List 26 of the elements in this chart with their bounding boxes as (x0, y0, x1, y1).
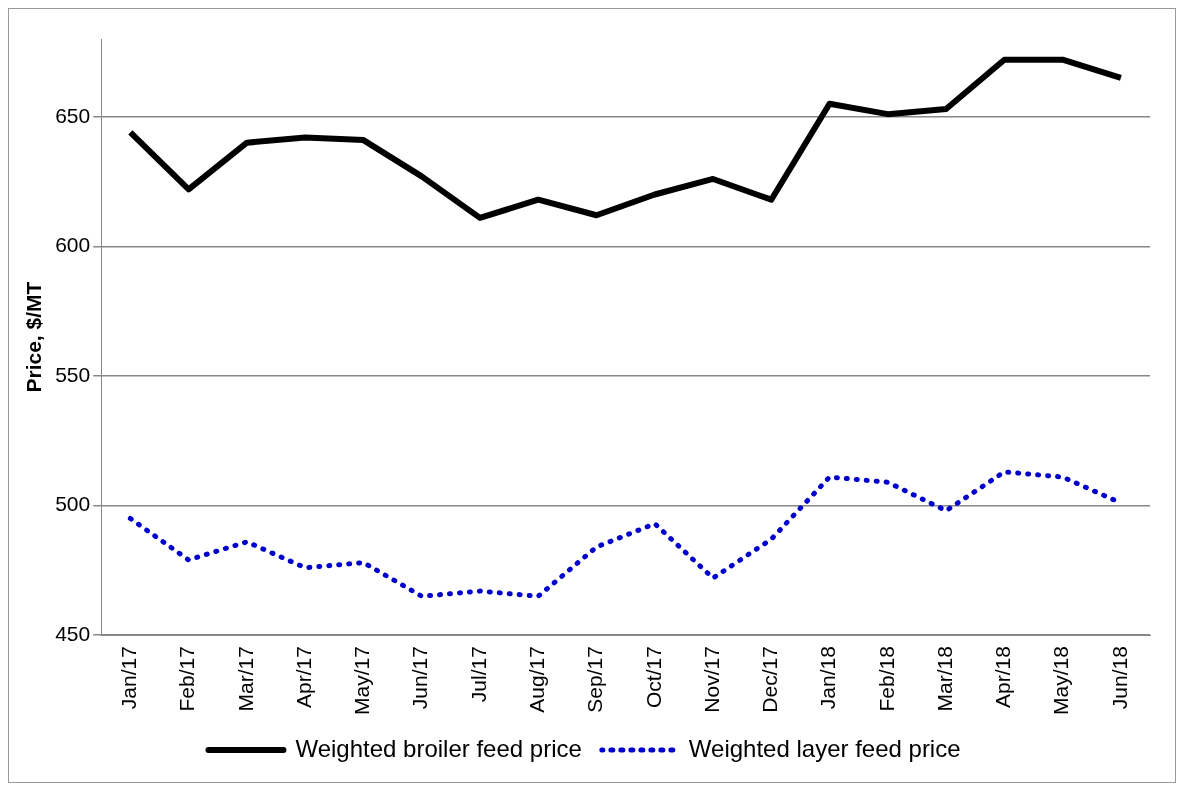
legend-label: Weighted layer feed price (688, 734, 961, 762)
y-tick-label: 550 (55, 362, 91, 386)
y-tick-label: 650 (55, 103, 91, 127)
x-tick-label: Dec/17 (758, 646, 782, 713)
x-tick-label: Nov/17 (699, 646, 723, 713)
x-tick-label: Jun/18 (1107, 646, 1131, 710)
x-tick-label: Jan/18 (816, 646, 840, 710)
x-tick-label: Mar/17 (233, 646, 257, 712)
x-tick-label: Feb/17 (175, 646, 199, 712)
x-tick-label: Jan/17 (117, 646, 141, 710)
x-tick-label: Sep/17 (583, 646, 607, 713)
legend-label: Weighted broiler feed price (295, 734, 582, 762)
y-tick-label: 600 (55, 233, 91, 257)
y-tick-label: 450 (55, 621, 91, 645)
y-tick-label: 500 (55, 492, 91, 516)
x-tick-label: Jul/17 (466, 646, 490, 703)
x-tick-label: Oct/17 (641, 646, 665, 709)
x-tick-label: Aug/17 (525, 646, 549, 713)
x-tick-label: Apr/18 (991, 646, 1015, 709)
y-axis-title: Price, $/MT (22, 281, 46, 393)
x-tick-label: Apr/17 (291, 646, 315, 709)
x-tick-label: May/18 (1049, 646, 1073, 716)
x-tick-label: Jun/17 (408, 646, 432, 710)
x-tick-label: May/17 (350, 646, 374, 716)
x-tick-label: Mar/18 (932, 646, 956, 712)
x-tick-label: Feb/18 (874, 646, 898, 712)
